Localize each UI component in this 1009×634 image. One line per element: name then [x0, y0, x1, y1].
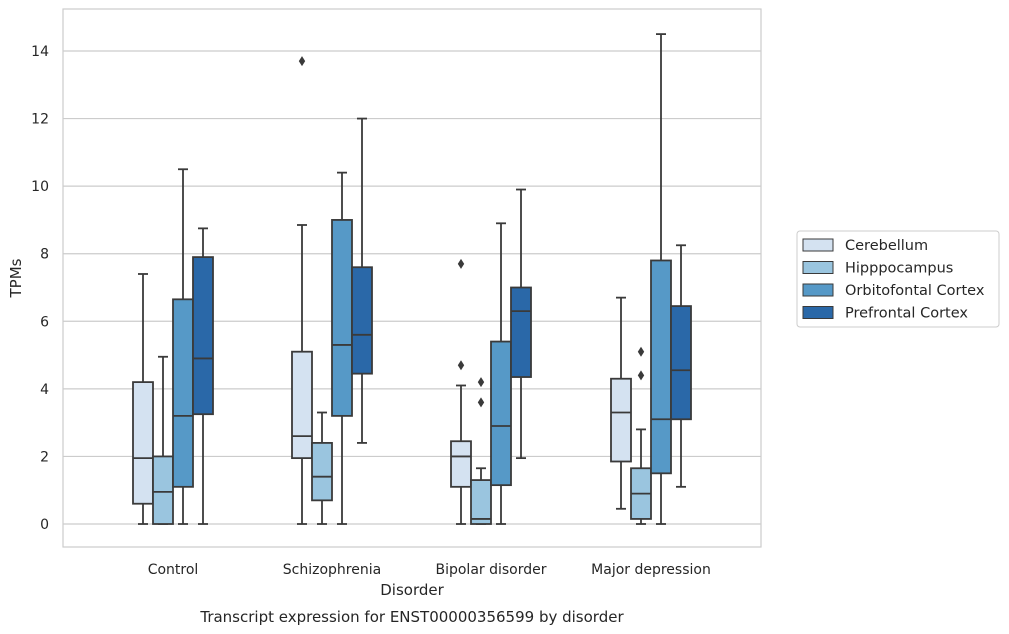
legend-swatch	[802, 261, 834, 274]
x-tick-labels: Control Schizophrenia Bipolar disorder Majo…	[148, 562, 711, 578]
box-1-3	[351, 117, 373, 444]
x-tick-label: Control	[148, 562, 199, 578]
box	[172, 298, 194, 488]
box-2-2	[490, 222, 512, 525]
legend-swatch	[802, 306, 834, 319]
box-3-0	[610, 296, 632, 510]
box	[192, 256, 214, 416]
box-3-3	[670, 244, 692, 488]
y-axis-title: TPMs	[7, 258, 25, 298]
legend-swatch	[802, 238, 834, 252]
box-1-1	[311, 411, 333, 525]
box	[610, 377, 632, 463]
outlier-point	[457, 258, 465, 269]
outlier-point	[457, 360, 465, 371]
box	[510, 286, 532, 378]
box	[650, 259, 672, 475]
box-1-2	[331, 171, 353, 525]
outlier-point	[637, 346, 645, 357]
box-2-1	[470, 377, 492, 525]
box	[331, 219, 353, 417]
box-1-0	[291, 56, 313, 525]
box-groups	[132, 33, 692, 525]
box-0-1	[152, 355, 174, 525]
plot-frame	[62, 8, 762, 548]
y-tick-label: 12	[31, 112, 49, 128]
y-tick-label: 2	[40, 449, 49, 465]
y-tick-label: 10	[31, 179, 49, 195]
legend-label: Cerebellum	[845, 238, 928, 254]
box-2-0	[450, 258, 472, 525]
box-3-2	[650, 33, 672, 525]
y-tick-label: 14	[31, 44, 49, 60]
box	[490, 340, 512, 487]
legend-frame	[796, 230, 1000, 328]
y-tick-label: 4	[40, 382, 49, 398]
box-3-1	[630, 346, 652, 525]
legend-label: Prefrontal Cortex	[845, 306, 968, 322]
legend-swatch	[802, 283, 834, 297]
box	[670, 305, 692, 421]
box	[291, 350, 313, 460]
outlier-point	[477, 377, 485, 388]
y-tick-labels: 0 2 4 6 8 10 12 14	[31, 44, 49, 533]
box-2-3	[510, 188, 532, 460]
legend: Cerebellum Hipppocampus Orbitofontal Corte…	[796, 230, 1000, 328]
box	[351, 266, 373, 375]
legend-label: Hipppocampus	[845, 261, 953, 277]
y-tick-label: 6	[40, 314, 49, 330]
box-0-3	[192, 227, 214, 525]
outlier-point	[637, 370, 645, 381]
legend-label: Orbitofontal Cortex	[845, 283, 985, 299]
y-tick-label: 8	[40, 247, 49, 263]
box-0-0	[132, 273, 154, 525]
box	[132, 381, 154, 505]
outlier-point	[298, 56, 306, 67]
outlier-point	[477, 397, 485, 408]
x-axis-title: Disorder	[380, 581, 444, 599]
box	[152, 455, 174, 525]
box	[470, 479, 492, 525]
chart-caption: Transcript expression for ENST0000035659…	[199, 608, 624, 626]
box	[450, 440, 472, 488]
box	[311, 442, 333, 502]
x-tick-label: Bipolar disorder	[435, 562, 546, 578]
x-tick-label: Schizophrenia	[283, 562, 381, 578]
y-tick-label: 0	[40, 517, 49, 533]
x-tick-label: Major depression	[591, 562, 711, 578]
